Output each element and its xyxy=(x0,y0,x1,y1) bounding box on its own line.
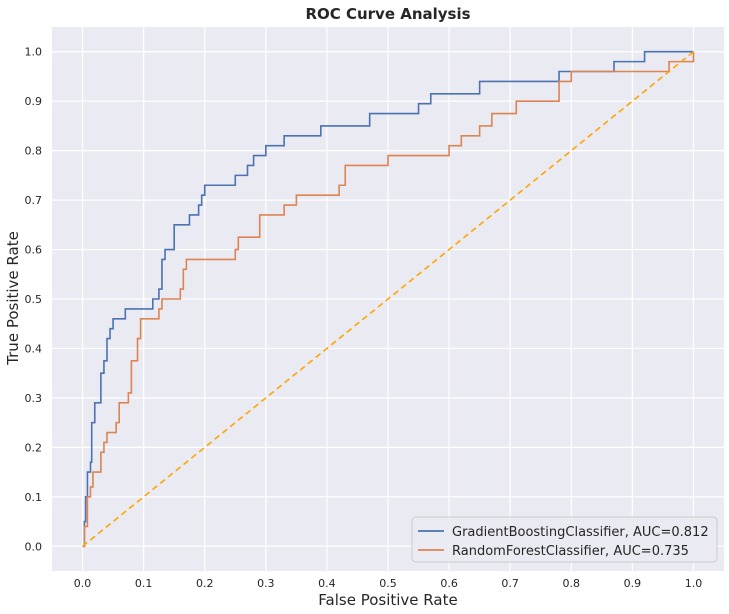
x-tick-label: 0.8 xyxy=(563,577,581,590)
x-tick-label: 0.5 xyxy=(379,577,397,590)
y-tick-label: 0.9 xyxy=(25,95,43,108)
x-tick-label: 0.6 xyxy=(440,577,458,590)
x-tick-label: 0.2 xyxy=(196,577,214,590)
x-tick-label: 1.0 xyxy=(685,577,703,590)
x-tick-label: 0.0 xyxy=(74,577,92,590)
x-tick-label: 0.4 xyxy=(318,577,336,590)
grid xyxy=(52,27,724,571)
y-axis-label: True Positive Rate xyxy=(4,231,22,366)
y-tick-label: 0.5 xyxy=(25,293,43,306)
y-tick-label: 0.3 xyxy=(25,392,43,405)
y-tick-label: 0.2 xyxy=(25,441,43,454)
y-tick-label: 0.8 xyxy=(25,145,43,158)
legend-box xyxy=(411,516,718,563)
series-lines xyxy=(82,50,695,548)
roc-series-line-0 xyxy=(82,50,694,548)
diagonal-reference-line xyxy=(82,51,694,547)
y-tick-label: 0.6 xyxy=(25,244,43,257)
y-tick-label: 0.7 xyxy=(25,194,43,207)
x-tick-label: 0.9 xyxy=(624,577,642,590)
roc-series-line-1 xyxy=(82,51,695,548)
y-tick-label: 1.0 xyxy=(25,46,43,59)
y-tick-label: 0.4 xyxy=(25,342,43,355)
legend-label: GradientBoostingClassifier, AUC=0.812 xyxy=(452,525,709,540)
legend: GradientBoostingClassifier, AUC=0.812 Ran… xyxy=(411,516,718,563)
x-tick-label: 0.3 xyxy=(257,577,275,590)
chart-title: ROC Curve Analysis xyxy=(305,5,470,23)
legend-label: RandomForestClassifier, AUC=0.735 xyxy=(452,544,689,559)
x-axis-label: False Positive Rate xyxy=(318,591,457,609)
y-tick-label: 0.1 xyxy=(25,491,43,504)
y-tick-label: 0.0 xyxy=(25,540,43,553)
x-tick-label: 0.7 xyxy=(501,577,519,590)
x-tick-label: 0.1 xyxy=(135,577,153,590)
tick-labels: 0.0 0.1 0.2 0.3 0.4 0.5 0.6 0.7 0.8 0.9 1.0 0.0 0.1 0… xyxy=(25,46,703,590)
